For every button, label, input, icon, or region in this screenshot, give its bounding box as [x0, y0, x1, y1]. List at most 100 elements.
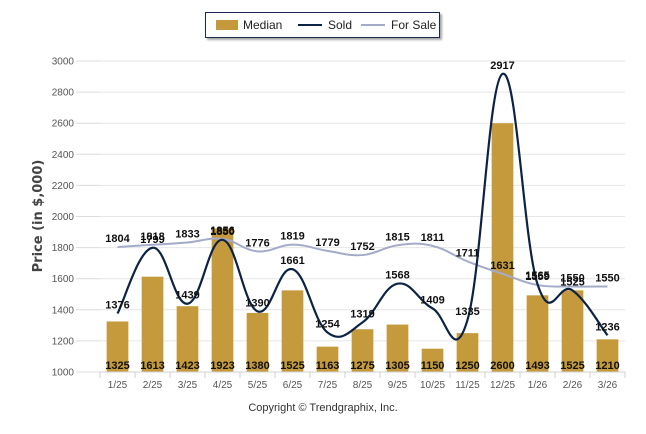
median-data-label: 1163 [316, 360, 340, 372]
y-tick-label: 3000 [52, 57, 75, 68]
for-sale-data-label: 1779 [315, 237, 339, 249]
x-tick-label: 4/25 [213, 380, 233, 391]
copyright-text: Copyright © Trendgraphix, Inc. [248, 402, 398, 414]
for-sale-data-label: 1711 [456, 247, 480, 259]
median-data-label: 1923 [210, 360, 234, 372]
x-tick-label: 2/26 [563, 380, 583, 391]
y-tick-label: 1800 [52, 243, 75, 254]
median-data-label: 1150 [421, 360, 445, 372]
median-bar [421, 348, 444, 372]
median-bar [491, 123, 514, 372]
y-axis-title: Price (in $,000) [31, 160, 46, 273]
x-tick-label: 1/25 [108, 380, 128, 391]
x-tick-label: 6/25 [283, 380, 303, 391]
for-sale-data-label: 1833 [175, 228, 199, 240]
sold-data-label: 1409 [420, 294, 444, 306]
sold-data-label: 1850 [210, 226, 234, 238]
median-bar [316, 346, 339, 372]
for-sale-data-label: 1804 [105, 233, 130, 245]
for-sale-data-label: 1856 [210, 225, 234, 237]
median-bars [106, 123, 619, 372]
median-bar [176, 306, 199, 372]
sold-data-label: 2917 [490, 60, 514, 72]
median-swatch-icon [216, 20, 238, 30]
median-bar [211, 228, 234, 372]
sold-data-label: 1565 [525, 270, 549, 282]
legend-item-for-sale[interactable]: For Sale [361, 13, 436, 37]
for-sale-data-label: 1819 [280, 231, 304, 243]
for-sale-data-label: 1559 [525, 271, 549, 283]
sold-data-label: 1335 [455, 306, 479, 318]
x-tick-label: 5/25 [248, 380, 268, 391]
median-data-label: 1380 [245, 360, 269, 372]
x-tick-label: 3/25 [178, 380, 198, 391]
sold-data-label: 1439 [175, 290, 199, 302]
legend-label: Sold [328, 18, 353, 32]
x-tick-label: 7/25 [318, 380, 338, 391]
for-sale-data-label: 1550 [595, 272, 619, 284]
median-bar [351, 329, 374, 372]
median-data-label: 1613 [140, 360, 164, 372]
sold-data-label: 1661 [280, 255, 304, 267]
y-tick-label: 1600 [52, 274, 75, 285]
sold-data-label: 1390 [245, 297, 269, 309]
x-tick-label: 8/25 [353, 380, 373, 391]
y-tick-label: 2800 [52, 88, 75, 99]
median-bar [561, 290, 584, 372]
sold-data-label: 1525 [560, 276, 584, 288]
median-data-label: 1525 [280, 360, 304, 372]
median-bar [386, 324, 409, 372]
for-sale-line [117, 237, 608, 288]
median-data-label: 1275 [350, 360, 374, 372]
median-bar [141, 276, 164, 372]
y-tick-label: 1200 [52, 336, 75, 347]
legend: Median Sold For Sale [205, 12, 440, 38]
median-data-label: 1493 [525, 360, 549, 372]
x-tick-label: 1/26 [528, 380, 548, 391]
median-data-label: 1210 [595, 360, 619, 372]
y-tick-label: 2000 [52, 212, 75, 223]
median-data-label: 1525 [560, 360, 584, 372]
sold-data-label: 1376 [105, 300, 129, 312]
median-bar [526, 295, 549, 372]
legend-label: Median [243, 18, 283, 32]
legend-label: For Sale [391, 18, 437, 32]
for-sale-data-label: 1752 [350, 241, 374, 253]
y-tick-label: 1000 [52, 368, 75, 379]
sold-data-label: 1568 [385, 270, 409, 282]
x-tick-label: 12/25 [490, 380, 515, 391]
for-sale-data-label: 1811 [421, 232, 445, 244]
y-tick-label: 2400 [52, 150, 75, 161]
sold-swatch-icon [298, 24, 322, 26]
sold-data-label: 1236 [595, 321, 619, 333]
median-data-label: 1423 [175, 360, 199, 372]
x-tick-label: 11/25 [455, 380, 480, 391]
median-data-label: 1325 [105, 360, 129, 372]
legend-item-median[interactable]: Median [216, 13, 282, 37]
sold-data-label: 1799 [140, 234, 164, 246]
sold-data-label: 1254 [315, 319, 340, 331]
median-bar [106, 321, 129, 372]
median-bar [246, 312, 269, 372]
x-tick-label: 9/25 [388, 380, 408, 391]
for-sale-data-label: 1815 [385, 231, 409, 243]
median-bar [456, 333, 479, 372]
legend-item-sold[interactable]: Sold [298, 13, 352, 37]
y-tick-label: 1400 [52, 305, 75, 316]
data-labels: 1325 1613 1423 1923 1380 1525 1163 1275 1305 1150… [105, 60, 619, 372]
for-sale-swatch-icon [361, 24, 385, 26]
sold-line [116, 72, 609, 341]
y-tick-label: 2600 [52, 119, 75, 130]
for-sale-data-label: 1818 [140, 231, 164, 243]
x-tick-label: 2/25 [143, 380, 163, 391]
for-sale-data-label: 1631 [490, 260, 514, 272]
y-axis-ticks: 1000 1200 1400 1600 1800 2000 2200 2400 2600 2800… [52, 57, 75, 379]
median-data-label: 1250 [455, 360, 479, 372]
median-data-label: 2600 [490, 360, 514, 372]
sold-data-label: 1319 [350, 308, 374, 320]
median-data-label: 1305 [385, 360, 409, 372]
median-bar [596, 339, 619, 372]
y-tick-label: 2200 [52, 181, 75, 192]
x-tick-label: 10/25 [420, 380, 445, 391]
